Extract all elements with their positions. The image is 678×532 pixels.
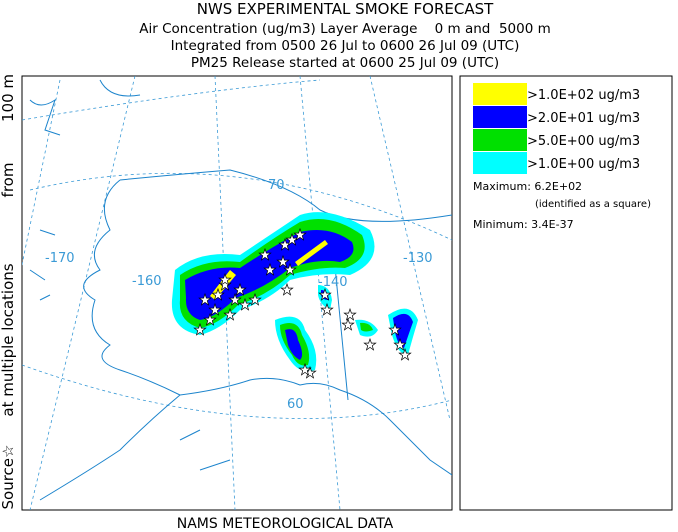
source-star — [388, 322, 402, 336]
legend-items: >1.0E+02 ug/m3 >2.0E+01 ug/m3 >5.0E+00 ug/… — [473, 83, 640, 174]
source-star — [283, 262, 297, 276]
coast-line — [179, 377, 452, 476]
source-star — [343, 307, 357, 321]
source-star — [208, 302, 222, 316]
coast-line — [39, 179, 181, 501]
source-star — [320, 302, 334, 316]
source-star — [298, 362, 312, 376]
source-star — [223, 307, 237, 321]
grid-label: -170 — [45, 251, 75, 266]
meridian — [369, 76, 451, 421]
coast-line — [119, 169, 452, 222]
source-star — [193, 322, 207, 336]
source-star — [198, 292, 212, 306]
source-star — [276, 254, 290, 268]
source-star — [318, 287, 332, 301]
parallel — [22, 364, 452, 419]
smoke-2 — [360, 322, 373, 332]
source-star — [363, 337, 377, 351]
legend-note: (identified as a square) — [535, 199, 651, 210]
side-text: from — [0, 163, 17, 198]
sources — [193, 227, 412, 379]
source-star — [263, 262, 277, 276]
side-text: 100 m — [0, 74, 17, 122]
grid-label: -140 — [318, 275, 348, 290]
legend-maximum: Maximum: 6.2E+02 — [473, 180, 582, 193]
source-star — [398, 347, 412, 361]
source-star — [285, 232, 299, 246]
subtitle: Integrated from 0500 26 Jul to 0600 26 J… — [171, 38, 520, 54]
legend: >1.0E+02 ug/m3 >2.0E+01 ug/m3 >5.0E+00 ug/… — [459, 75, 673, 511]
subtitle: Air Concentration (ug/m3) Layer Average … — [139, 21, 551, 37]
footer: NAMS METEOROLOGICAL DATA — [177, 516, 394, 532]
meridian — [29, 76, 136, 510]
source-star — [341, 317, 355, 331]
legend-label: >1.0E+02 ug/m3 — [527, 88, 640, 103]
source-star — [228, 292, 242, 306]
subtitle: PM25 Release started at 0600 25 Jul 09 (… — [191, 55, 499, 71]
islands — [29, 229, 231, 471]
side-text: Source☆ — [0, 445, 17, 510]
side-label: Source☆ at multiple locations from 100 m — [0, 74, 17, 509]
smoke-3 — [285, 329, 303, 360]
legend-swatch — [473, 106, 527, 128]
source-star — [218, 277, 232, 291]
legend-label: >5.0E+00 ug/m3 — [527, 134, 640, 149]
grid-label: 60 — [287, 397, 304, 412]
legend-swatch — [473, 83, 527, 105]
grid-label: -160 — [132, 274, 162, 289]
coast-line — [29, 79, 141, 136]
map-labels: -170 -160 -140 -130 70 60 — [45, 178, 433, 412]
source-star — [233, 282, 247, 296]
legend-label: >1.0E+00 ug/m3 — [527, 157, 640, 172]
source-star — [393, 337, 407, 351]
source-star — [218, 272, 232, 286]
source-star — [280, 282, 294, 296]
side-text: at multiple locations — [0, 263, 17, 416]
legend-label: >2.0E+01 ug/m3 — [527, 111, 640, 126]
map-content: -170 -160 -140 -130 70 60 — [22, 76, 452, 510]
source-star — [238, 297, 252, 311]
title: NWS EXPERIMENTAL SMOKE FORECAST — [197, 0, 494, 18]
map: -170 -160 -140 -130 70 60 — [21, 75, 453, 511]
source-star — [248, 292, 262, 306]
parallel — [29, 172, 452, 241]
source-star — [211, 287, 225, 301]
smoke-3 — [393, 313, 413, 348]
source-star — [293, 227, 307, 241]
source-star — [258, 247, 272, 261]
grid-label: -130 — [403, 251, 433, 266]
legend-swatch — [473, 152, 527, 174]
legend-minimum: Minimum: 3.4E-37 — [473, 218, 574, 231]
source-star — [203, 312, 217, 326]
coastline — [29, 79, 452, 501]
legend-swatch — [473, 129, 527, 151]
grid-label: 70 — [268, 178, 285, 193]
